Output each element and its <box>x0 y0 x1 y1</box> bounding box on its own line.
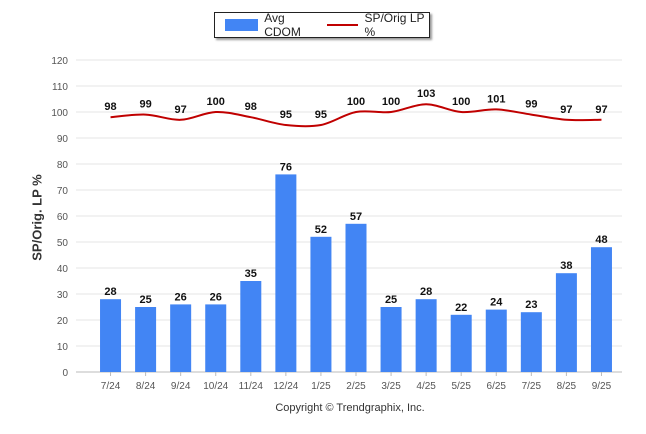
copyright-footer: Copyright © Trendgraphix, Inc. <box>275 402 425 414</box>
line-value-label: 101 <box>487 93 505 105</box>
line-value-label: 97 <box>175 104 187 116</box>
bar <box>380 307 402 372</box>
x-tick-label: 2/25 <box>346 381 366 392</box>
bar <box>415 299 437 372</box>
bar <box>275 174 297 372</box>
y-tick-label: 30 <box>57 290 69 301</box>
line-value-label: 98 <box>104 101 116 113</box>
bar-value-label: 26 <box>210 291 222 303</box>
y-tick-label: 40 <box>57 264 69 275</box>
y-tick-label: 120 <box>51 56 68 67</box>
y-tick-label: 90 <box>57 134 69 145</box>
x-tick-label: 10/24 <box>203 381 228 392</box>
bar-value-label: 25 <box>385 294 397 306</box>
bar-value-label: 24 <box>490 297 503 309</box>
line-series-path <box>110 103 602 128</box>
legend-bar-swatch <box>225 19 259 31</box>
legend: Avg CDOM SP/Orig LP % <box>214 11 430 39</box>
line-value-label: 103 <box>417 88 435 100</box>
x-tick-label: 7/25 <box>522 381 542 392</box>
bar-value-label: 26 <box>175 291 187 303</box>
bar <box>170 304 192 372</box>
bar-value-label: 76 <box>280 161 292 173</box>
bar-value-label: 25 <box>139 294 151 306</box>
line-value-label: 95 <box>280 109 292 121</box>
x-tick-label: 9/24 <box>171 381 191 392</box>
bar-value-label: 28 <box>420 286 432 298</box>
bar-value-label: 35 <box>245 268 257 280</box>
x-tick-label: 12/24 <box>273 381 298 392</box>
x-tick-label: 6/25 <box>487 381 507 392</box>
bar <box>590 247 612 372</box>
bar-value-label: 48 <box>595 234 607 246</box>
bar-value-label: 38 <box>560 260 572 272</box>
x-tick-label: 5/25 <box>451 381 471 392</box>
x-tick-label: 11/24 <box>239 381 264 392</box>
line-value-label: 100 <box>382 96 400 108</box>
legend-item-bar: Avg CDOM <box>225 11 317 39</box>
bar <box>485 309 507 372</box>
x-tick-label: 9/25 <box>592 381 612 392</box>
bar <box>310 236 332 372</box>
y-tick-label: 100 <box>51 108 68 119</box>
legend-item-line: SP/Orig LP % <box>327 11 429 39</box>
x-tick-label: 1/25 <box>311 381 331 392</box>
x-tick-label: 8/24 <box>136 381 156 392</box>
bar <box>135 307 157 372</box>
line-value-label: 97 <box>560 104 572 116</box>
y-tick-label: 80 <box>57 160 69 171</box>
line-value-label: 95 <box>315 109 327 121</box>
bar <box>520 312 542 372</box>
line-value-label: 99 <box>525 99 537 111</box>
bar-value-label: 52 <box>315 224 327 236</box>
bar <box>345 223 367 372</box>
line-value-label: 98 <box>245 101 257 113</box>
line-value-label: 100 <box>452 96 470 108</box>
bar <box>100 299 122 372</box>
legend-bar-label: Avg CDOM <box>264 11 301 39</box>
y-tick-label: 0 <box>62 368 68 379</box>
x-tick-label: 3/25 <box>381 381 401 392</box>
bar-value-label: 23 <box>525 299 537 311</box>
line-value-label: 99 <box>139 99 151 111</box>
bar <box>555 273 577 372</box>
y-tick-label: 10 <box>57 342 69 353</box>
line-value-label: 97 <box>595 104 607 116</box>
y-tick-label: 70 <box>57 186 69 197</box>
line-value-label: 100 <box>347 96 365 108</box>
legend-line-swatch <box>327 24 359 26</box>
bar-value-label: 22 <box>455 302 467 314</box>
y-tick-label: 50 <box>57 238 69 249</box>
y-tick-label: 110 <box>52 82 68 93</box>
y-tick-label: 60 <box>57 212 69 223</box>
x-tick-label: 7/24 <box>101 381 121 392</box>
bar <box>450 314 472 372</box>
y-axis-label: SP/Orig. LP % <box>29 174 45 261</box>
bar-value-label: 28 <box>104 286 116 298</box>
line-value-label: 100 <box>207 96 225 108</box>
y-tick-label: 20 <box>57 316 69 327</box>
bar-value-label: 57 <box>350 211 362 223</box>
x-tick-label: 8/25 <box>557 381 577 392</box>
bar <box>240 281 262 372</box>
legend-line-label: SP/Orig LP % <box>364 11 425 39</box>
x-tick-label: 4/25 <box>416 381 436 392</box>
bar <box>205 304 227 372</box>
